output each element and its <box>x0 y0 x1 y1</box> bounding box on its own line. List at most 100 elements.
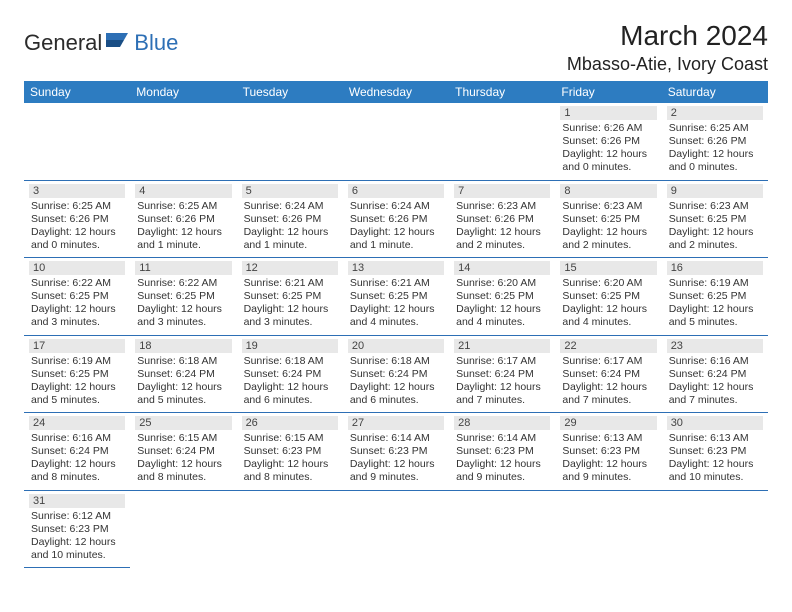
day-number: 18 <box>135 339 231 353</box>
day-cell: 11Sunrise: 6:22 AMSunset: 6:25 PMDayligh… <box>130 258 236 335</box>
day-cell: 22Sunrise: 6:17 AMSunset: 6:24 PMDayligh… <box>555 336 661 413</box>
calendar-week-row: 1Sunrise: 6:26 AMSunset: 6:26 PMDaylight… <box>24 103 768 180</box>
daylight-line: and 10 minutes. <box>667 471 763 484</box>
sunrise-line: Sunrise: 6:16 AM <box>29 432 125 445</box>
day-number: 25 <box>135 416 231 430</box>
daylight-line: Daylight: 12 hours <box>29 226 125 239</box>
daylight-line: Daylight: 12 hours <box>560 148 656 161</box>
sunset-line: Sunset: 6:25 PM <box>667 213 763 226</box>
day-number: 5 <box>242 184 338 198</box>
day-number: 2 <box>667 106 763 120</box>
calendar-cell: 15Sunrise: 6:20 AMSunset: 6:25 PMDayligh… <box>555 258 661 336</box>
calendar-cell: 7Sunrise: 6:23 AMSunset: 6:26 PMDaylight… <box>449 180 555 258</box>
daylight-line: Daylight: 12 hours <box>560 226 656 239</box>
calendar-cell: 30 Sunrise: 6:13 AMSunset: 6:23 PMDayligh… <box>662 413 768 491</box>
sunset-line: Sunset: 6:25 PM <box>560 290 656 303</box>
sunset-line: Sunset: 6:25 PM <box>454 290 550 303</box>
day-cell: 7Sunrise: 6:23 AMSunset: 6:26 PMDaylight… <box>449 181 555 258</box>
sunset-line: Sunset: 6:24 PM <box>135 368 231 381</box>
location: Mbasso-Atie, Ivory Coast <box>567 54 768 75</box>
sunset-line: Sunset: 6:25 PM <box>29 290 125 303</box>
sunset-line: Sunset: 6:23 PM <box>454 445 550 458</box>
day-cell: 26Sunrise: 6:15 AMSunset: 6:23 PMDayligh… <box>237 413 343 490</box>
daylight-line: and 7 minutes. <box>667 394 763 407</box>
daylight-line: Daylight: 12 hours <box>667 148 763 161</box>
day-number: 1 <box>560 106 656 120</box>
daylight-line: Daylight: 12 hours <box>135 381 231 394</box>
day-number: 15 <box>560 261 656 275</box>
weekday-header: Tuesday <box>237 81 343 103</box>
calendar-cell: 31Sunrise: 6:12 AMSunset: 6:23 PMDayligh… <box>24 490 130 568</box>
day-number: 26 <box>242 416 338 430</box>
sunset-line: Sunset: 6:26 PM <box>667 135 763 148</box>
daylight-line: and 0 minutes. <box>29 239 125 252</box>
weekday-header: Thursday <box>449 81 555 103</box>
calendar-cell: 18 Sunrise: 6:18 AMSunset: 6:24 PMDayligh… <box>130 335 236 413</box>
sunrise-line: Sunrise: 6:24 AM <box>348 200 444 213</box>
daylight-line: and 8 minutes. <box>242 471 338 484</box>
day-number: 13 <box>348 261 444 275</box>
weekday-header: Friday <box>555 81 661 103</box>
day-number: 9 <box>667 184 763 198</box>
sunset-line: Sunset: 6:23 PM <box>560 445 656 458</box>
calendar-cell: 20Sunrise: 6:18 AMSunset: 6:24 PMDayligh… <box>343 335 449 413</box>
header: General Blue March 2024 Mbasso-Atie, Ivo… <box>24 20 768 75</box>
daylight-line: Daylight: 12 hours <box>560 303 656 316</box>
day-number: 30 <box>667 416 763 430</box>
day-cell: 10Sunrise: 6:22 AMSunset: 6:25 PMDayligh… <box>24 258 130 335</box>
sunrise-line: Sunrise: 6:24 AM <box>242 200 338 213</box>
calendar-cell: 23Sunrise: 6:16 AMSunset: 6:24 PMDayligh… <box>662 335 768 413</box>
title-block: March 2024 Mbasso-Atie, Ivory Coast <box>567 20 768 75</box>
sunset-line: Sunset: 6:23 PM <box>667 445 763 458</box>
calendar-week-row: 10Sunrise: 6:22 AMSunset: 6:25 PMDayligh… <box>24 258 768 336</box>
calendar-cell: 8Sunrise: 6:23 AMSunset: 6:25 PMDaylight… <box>555 180 661 258</box>
day-number: 22 <box>560 339 656 353</box>
daylight-line: Daylight: 12 hours <box>667 458 763 471</box>
calendar-cell: 28Sunrise: 6:14 AMSunset: 6:23 PMDayligh… <box>449 413 555 491</box>
day-cell: 1Sunrise: 6:26 AMSunset: 6:26 PMDaylight… <box>555 103 661 180</box>
calendar-week-row: 17Sunrise: 6:19 AMSunset: 6:25 PMDayligh… <box>24 335 768 413</box>
calendar-cell <box>449 103 555 180</box>
calendar-cell: 9Sunrise: 6:23 AMSunset: 6:25 PMDaylight… <box>662 180 768 258</box>
calendar-cell: 14Sunrise: 6:20 AMSunset: 6:25 PMDayligh… <box>449 258 555 336</box>
sunrise-line: Sunrise: 6:16 AM <box>667 355 763 368</box>
calendar-cell: 2Sunrise: 6:25 AMSunset: 6:26 PMDaylight… <box>662 103 768 180</box>
sunrise-line: Sunrise: 6:23 AM <box>667 200 763 213</box>
day-number: 16 <box>667 261 763 275</box>
sunset-line: Sunset: 6:25 PM <box>348 290 444 303</box>
daylight-line: and 8 minutes. <box>29 471 125 484</box>
sunset-line: Sunset: 6:26 PM <box>29 213 125 226</box>
calendar-cell: 29Sunrise: 6:13 AMSunset: 6:23 PMDayligh… <box>555 413 661 491</box>
sunrise-line: Sunrise: 6:18 AM <box>135 355 231 368</box>
day-cell: 24Sunrise: 6:16 AMSunset: 6:24 PMDayligh… <box>24 413 130 490</box>
calendar-table: SundayMondayTuesdayWednesdayThursdayFrid… <box>24 81 768 568</box>
sunrise-line: Sunrise: 6:13 AM <box>667 432 763 445</box>
daylight-line: Daylight: 12 hours <box>454 303 550 316</box>
month-title: March 2024 <box>567 20 768 52</box>
sunrise-line: Sunrise: 6:18 AM <box>348 355 444 368</box>
weekday-header: Monday <box>130 81 236 103</box>
sunset-line: Sunset: 6:25 PM <box>242 290 338 303</box>
sunrise-line: Sunrise: 6:22 AM <box>135 277 231 290</box>
calendar-cell: 24Sunrise: 6:16 AMSunset: 6:24 PMDayligh… <box>24 413 130 491</box>
day-number: 31 <box>29 494 125 508</box>
daylight-line: and 2 minutes. <box>454 239 550 252</box>
sunset-line: Sunset: 6:24 PM <box>242 368 338 381</box>
daylight-line: and 4 minutes. <box>560 316 656 329</box>
daylight-line: and 4 minutes. <box>348 316 444 329</box>
day-number: 20 <box>348 339 444 353</box>
sunset-line: Sunset: 6:24 PM <box>348 368 444 381</box>
sunset-line: Sunset: 6:26 PM <box>560 135 656 148</box>
sunset-line: Sunset: 6:26 PM <box>135 213 231 226</box>
day-cell: 18 Sunrise: 6:18 AMSunset: 6:24 PMDayligh… <box>130 336 236 413</box>
sunrise-line: Sunrise: 6:21 AM <box>242 277 338 290</box>
sunset-line: Sunset: 6:26 PM <box>348 213 444 226</box>
sunrise-line: Sunrise: 6:19 AM <box>667 277 763 290</box>
day-cell: 9Sunrise: 6:23 AMSunset: 6:25 PMDaylight… <box>662 181 768 258</box>
daylight-line: Daylight: 12 hours <box>29 536 125 549</box>
calendar-cell: 11Sunrise: 6:22 AMSunset: 6:25 PMDayligh… <box>130 258 236 336</box>
daylight-line: Daylight: 12 hours <box>135 226 231 239</box>
day-cell: 13Sunrise: 6:21 AMSunset: 6:25 PMDayligh… <box>343 258 449 335</box>
sunset-line: Sunset: 6:25 PM <box>560 213 656 226</box>
day-number: 12 <box>242 261 338 275</box>
